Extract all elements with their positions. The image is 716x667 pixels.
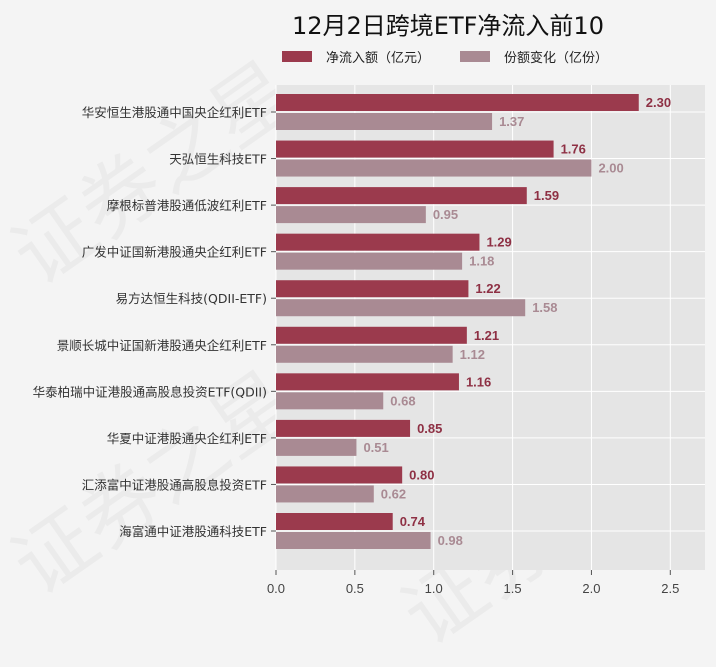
- category-label: 广发中证国新港股通央企红利ETF: [82, 245, 267, 260]
- data-label: 0.68: [390, 393, 415, 408]
- x-tick-label: 2.5: [661, 581, 679, 596]
- bar-chart: 0.0 0.5 1.0 1.5 2.0 2.5 华安恒生港股通中国央企红利ETF 2.30 1.…: [33, 85, 705, 596]
- x-tick-label: 2.0: [582, 581, 600, 596]
- bar-net-inflow: [276, 187, 527, 205]
- data-label: 1.22: [475, 281, 500, 296]
- data-label: 0.85: [417, 421, 442, 436]
- data-label: 1.16: [466, 374, 491, 389]
- bar-net-inflow: [276, 326, 467, 344]
- data-label: 1.12: [460, 347, 485, 362]
- data-label: 1.37: [499, 114, 524, 129]
- category-label: 汇添富中证港股通高股息投资ETF: [82, 477, 267, 492]
- bar-net-inflow: [276, 373, 459, 391]
- legend-label: 份额变化（亿份）: [504, 51, 609, 66]
- bar-share-change: [276, 113, 493, 130]
- data-label: 0.98: [438, 533, 463, 548]
- bar-net-inflow: [276, 466, 403, 484]
- x-tick-label: 0.5: [346, 581, 364, 596]
- chart-title: 12月2日跨境ETF净流入前10: [292, 12, 604, 40]
- legend-swatch: [460, 51, 490, 62]
- data-label: 0.62: [381, 486, 406, 501]
- bar-share-change: [276, 532, 431, 549]
- bar-share-change: [276, 345, 453, 363]
- data-label: 0.95: [433, 207, 458, 222]
- bar-share-change: [276, 252, 463, 270]
- data-label: 2.30: [646, 95, 671, 110]
- legend-label: 净流入额（亿元）: [326, 51, 431, 66]
- bar-share-change: [276, 206, 426, 224]
- data-label: 2.00: [598, 161, 623, 176]
- legend-item-net-inflow: 净流入额（亿元）: [282, 47, 430, 66]
- data-label: 1.59: [534, 188, 559, 203]
- bar-net-inflow: [276, 513, 393, 530]
- category-label: 易方达恒生科技(QDII-ETF): [116, 291, 267, 306]
- category-label: 摩根标普港股通低波红利ETF: [107, 198, 267, 213]
- category-label: 海富通中证港股通科技ETF: [119, 524, 267, 539]
- bar-share-change: [276, 159, 592, 177]
- data-label: 1.76: [561, 142, 586, 157]
- bar-net-inflow: [276, 280, 469, 298]
- category-label: 华安恒生港股通中国央企红利ETF: [82, 105, 267, 120]
- bar-share-change: [276, 392, 384, 410]
- category-label: 景顺长城中证国新港股通央企红利ETF: [57, 338, 267, 353]
- bar-net-inflow: [276, 419, 411, 437]
- legend-item-share-change: 份额变化（亿份）: [460, 47, 608, 66]
- data-label: 1.18: [469, 254, 494, 269]
- data-label: 1.58: [532, 300, 557, 315]
- data-label: 0.80: [409, 467, 434, 482]
- legend-swatch: [282, 51, 312, 62]
- category-label: 华泰柏瑞中证港股通高股息投资ETF(QDII): [33, 384, 267, 399]
- x-tick-label: 1.0: [425, 581, 443, 596]
- bar-share-change: [276, 485, 374, 503]
- bar-share-change: [276, 299, 526, 317]
- data-label: 1.29: [486, 235, 511, 250]
- data-label: 0.51: [363, 440, 388, 455]
- x-tick-label: 1.5: [504, 581, 522, 596]
- x-tick-label: 0.0: [267, 581, 285, 596]
- bar-net-inflow: [276, 233, 480, 251]
- bar-net-inflow: [276, 140, 554, 158]
- bar-share-change: [276, 438, 357, 456]
- category-label: 天弘恒生科技ETF: [169, 152, 267, 167]
- data-label: 1.21: [474, 328, 499, 343]
- bar-net-inflow: [276, 94, 639, 111]
- data-label: 0.74: [400, 514, 426, 529]
- category-label: 华夏中证港股通央企红利ETF: [107, 431, 267, 446]
